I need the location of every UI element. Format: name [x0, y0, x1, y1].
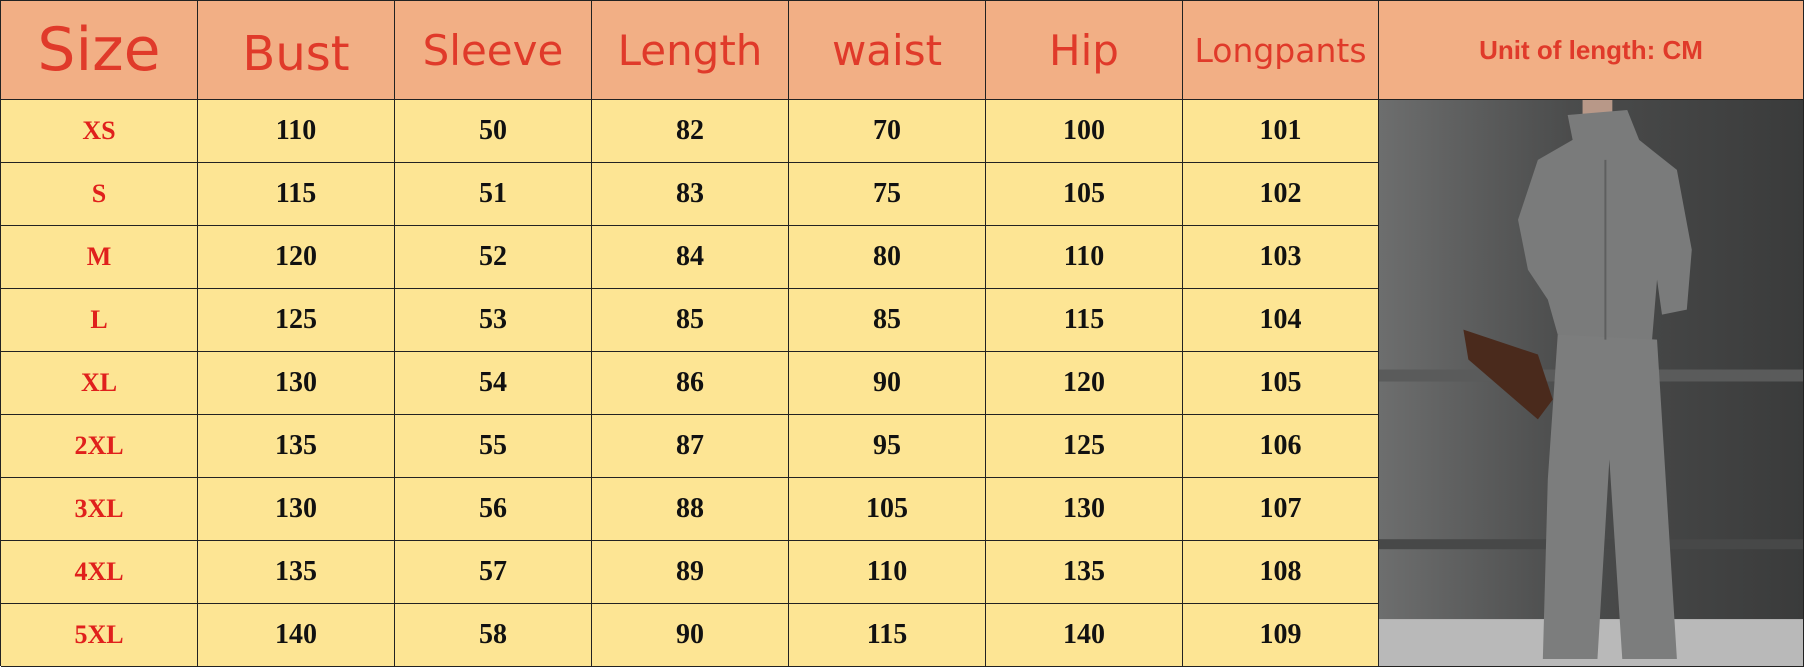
measurement-cell-hip: 115 — [986, 289, 1183, 352]
size-label: S — [1, 163, 198, 226]
measurement-cell-waist: 115 — [789, 604, 986, 667]
measurement-cell-longpants: 101 — [1183, 100, 1379, 163]
size-label: XS — [1, 100, 198, 163]
header-waist: waist — [789, 1, 986, 100]
measurement-cell-longpants: 108 — [1183, 541, 1379, 604]
header-hip: Hip — [986, 1, 1183, 100]
measurement-cell-waist: 75 — [789, 163, 986, 226]
measurement-cell-hip: 135 — [986, 541, 1183, 604]
size-label: 3XL — [1, 478, 198, 541]
measurement-cell-hip: 130 — [986, 478, 1183, 541]
measurement-cell-hip: 105 — [986, 163, 1183, 226]
size-label: 5XL — [1, 604, 198, 667]
measurement-cell-bust: 130 — [198, 352, 395, 415]
measurement-cell-waist: 70 — [789, 100, 986, 163]
measurement-cell-sleeve: 50 — [395, 100, 592, 163]
header-longpants: Longpants — [1183, 1, 1379, 100]
measurement-cell-length: 90 — [592, 604, 789, 667]
measurement-cell-sleeve: 58 — [395, 604, 592, 667]
size-label: L — [1, 289, 198, 352]
measurement-cell-longpants: 104 — [1183, 289, 1379, 352]
measurement-cell-sleeve: 55 — [395, 415, 592, 478]
measurement-cell-waist: 110 — [789, 541, 986, 604]
size-label: 2XL — [1, 415, 198, 478]
size-label: M — [1, 226, 198, 289]
measurement-cell-length: 88 — [592, 478, 789, 541]
measurement-cell-longpants: 105 — [1183, 352, 1379, 415]
measurement-cell-length: 86 — [592, 352, 789, 415]
size-label: XL — [1, 352, 198, 415]
measurement-cell-waist: 80 — [789, 226, 986, 289]
measurement-cell-hip: 125 — [986, 415, 1183, 478]
measurement-cell-longpants: 109 — [1183, 604, 1379, 667]
measurement-cell-length: 83 — [592, 163, 789, 226]
measurement-cell-sleeve: 51 — [395, 163, 592, 226]
size-label: 4XL — [1, 541, 198, 604]
header-sleeve: Sleeve — [395, 1, 592, 100]
measurement-cell-length: 87 — [592, 415, 789, 478]
measurement-cell-length: 85 — [592, 289, 789, 352]
measurement-cell-waist: 90 — [789, 352, 986, 415]
header-size: Size — [1, 1, 198, 100]
model-photo — [1379, 100, 1804, 667]
measurement-cell-length: 84 — [592, 226, 789, 289]
unit-note: Unit of length: CM — [1379, 1, 1804, 100]
measurement-cell-hip: 140 — [986, 604, 1183, 667]
measurement-cell-waist: 105 — [789, 478, 986, 541]
measurement-cell-bust: 115 — [198, 163, 395, 226]
measurement-cell-sleeve: 53 — [395, 289, 592, 352]
measurement-cell-length: 89 — [592, 541, 789, 604]
measurement-cell-longpants: 102 — [1183, 163, 1379, 226]
measurement-cell-hip: 110 — [986, 226, 1183, 289]
measurement-cell-bust: 130 — [198, 478, 395, 541]
measurement-cell-sleeve: 57 — [395, 541, 592, 604]
measurement-cell-bust: 140 — [198, 604, 395, 667]
measurement-cell-longpants: 107 — [1183, 478, 1379, 541]
measurement-cell-longpants: 106 — [1183, 415, 1379, 478]
header-bust: Bust — [198, 1, 395, 100]
measurement-cell-bust: 135 — [198, 415, 395, 478]
header-length: Length — [592, 1, 789, 100]
measurement-cell-sleeve: 56 — [395, 478, 592, 541]
measurement-cell-length: 82 — [592, 100, 789, 163]
measurement-cell-waist: 85 — [789, 289, 986, 352]
measurement-cell-hip: 100 — [986, 100, 1183, 163]
measurement-cell-sleeve: 54 — [395, 352, 592, 415]
measurement-cell-sleeve: 52 — [395, 226, 592, 289]
measurement-cell-bust: 110 — [198, 100, 395, 163]
measurement-cell-bust: 120 — [198, 226, 395, 289]
measurement-cell-bust: 135 — [198, 541, 395, 604]
measurement-cell-waist: 95 — [789, 415, 986, 478]
measurement-cell-hip: 120 — [986, 352, 1183, 415]
model-photo-icon — [1379, 100, 1803, 666]
measurement-cell-bust: 125 — [198, 289, 395, 352]
measurement-cell-longpants: 103 — [1183, 226, 1379, 289]
